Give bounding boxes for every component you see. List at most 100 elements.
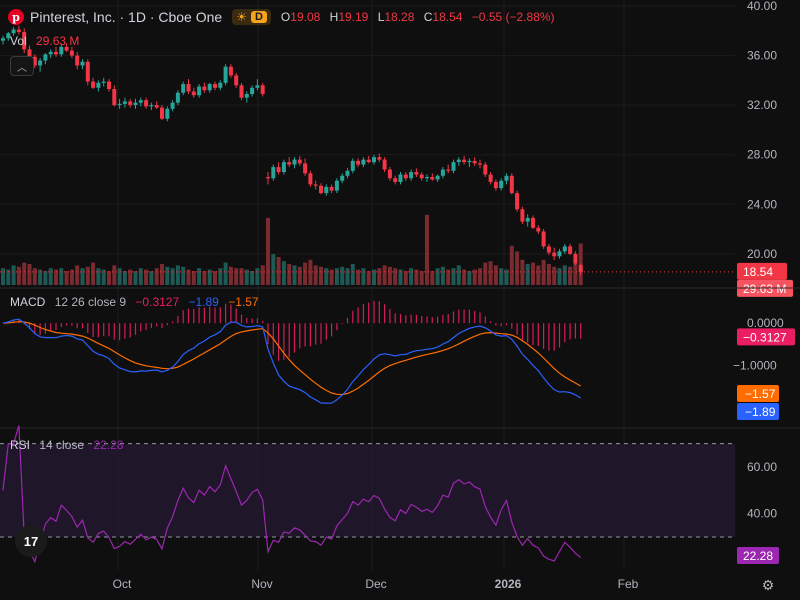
volume-bar — [64, 271, 69, 285]
candle-body — [128, 101, 133, 106]
volume-bar — [234, 268, 239, 285]
candle-body — [552, 252, 557, 257]
volume-bar — [281, 261, 286, 285]
candle-body — [340, 175, 345, 181]
candle-body — [154, 105, 159, 108]
time-axis-tick: 2026 — [495, 577, 522, 591]
candle-body — [223, 66, 228, 83]
volume-bar — [186, 269, 191, 285]
candle-body — [483, 164, 488, 175]
candle-body — [101, 81, 106, 83]
rsi-line — [2, 425, 582, 564]
volume-bar — [250, 271, 255, 285]
volume-bar — [292, 265, 297, 285]
candle-body — [409, 172, 414, 179]
market-session-badge[interactable]: ☀ D — [232, 9, 271, 25]
candle-body — [329, 186, 334, 191]
candle-body — [276, 167, 281, 173]
rsi-legend[interactable]: RSI 14 close 22.28 — [10, 438, 124, 452]
candle-body — [446, 169, 451, 171]
candle-body — [387, 169, 392, 179]
candle-body — [271, 167, 276, 179]
candle-body — [546, 246, 551, 253]
volume-bar — [552, 266, 557, 285]
volume-bar — [228, 266, 233, 285]
candle-body — [64, 46, 69, 51]
volume-bar — [525, 264, 530, 285]
volume-bar — [80, 268, 85, 285]
volume-bar — [175, 265, 180, 285]
candle-body — [531, 217, 535, 228]
macd-signal-label: −1.57 — [745, 387, 776, 401]
candle-body — [499, 180, 504, 189]
volume-bar — [207, 269, 212, 285]
volume-bar — [568, 266, 573, 285]
volume-bar — [541, 259, 546, 285]
volume-bar — [276, 257, 281, 285]
macd-legend[interactable]: MACD 12 26 close 9 −0.3127 −1.89 −1.57 — [10, 295, 259, 309]
collapse-legend-chevron-icon[interactable]: ︿ — [10, 56, 34, 76]
candle-body — [493, 181, 498, 189]
candle-body — [361, 159, 366, 165]
candle-body — [255, 85, 260, 88]
macd-axis-tick: −1.0000 — [733, 358, 777, 372]
volume-bar — [467, 271, 472, 285]
volume-bar — [350, 264, 355, 285]
volume-bar — [478, 268, 482, 285]
volume-value: 29.63 M — [36, 34, 80, 48]
tradingview-logo-icon[interactable]: 17 — [15, 525, 47, 557]
candle-body — [573, 253, 578, 264]
candle-body — [504, 175, 509, 181]
symbol-title[interactable]: Pinterest, Inc. · 1D · Cboe One — [30, 9, 223, 25]
gear-icon[interactable]: ⚙ — [761, 577, 775, 593]
macd-line — [2, 318, 582, 404]
candle-body — [557, 251, 562, 257]
pinterest-logo-icon: p — [8, 9, 24, 25]
volume-bar — [313, 265, 318, 285]
volume-bar — [1, 268, 5, 285]
volume-bar — [122, 271, 127, 285]
volume-bar — [504, 269, 509, 285]
volume-bar — [462, 269, 467, 285]
volume-bar — [573, 264, 578, 285]
candle-body — [75, 55, 80, 66]
candle-body — [292, 159, 297, 165]
volume-bar — [191, 271, 196, 285]
last-price-tag — [737, 262, 787, 280]
candle-body — [144, 100, 149, 107]
macd-signal-tag — [737, 385, 779, 402]
candle-body — [472, 160, 477, 164]
volume-bar — [488, 261, 493, 285]
candle-body — [260, 85, 265, 94]
volume-bar — [435, 268, 440, 285]
volume-bar — [377, 268, 382, 285]
candle-body — [308, 173, 313, 185]
candle-body — [509, 175, 514, 194]
candle-body — [27, 49, 32, 57]
macd-line-tag — [737, 403, 779, 420]
candle-body — [80, 61, 85, 66]
price-axis-tick: 40.00 — [747, 0, 777, 13]
volume-bar — [366, 271, 371, 285]
volume-bar — [361, 268, 366, 285]
volume-bar — [202, 271, 207, 285]
volume-legend: Vol 29.63 M — [10, 34, 79, 48]
candle-body — [536, 227, 541, 232]
candle-body — [59, 46, 64, 55]
candle-body — [250, 87, 255, 94]
price-axis-tick: 24.00 — [747, 197, 777, 211]
volume-bar — [557, 268, 562, 285]
volume-bar — [472, 269, 477, 285]
volume-bar — [372, 269, 376, 285]
volume-bar — [244, 269, 249, 285]
volume-bar — [27, 264, 32, 285]
volume-bar — [562, 265, 567, 285]
candle-body — [281, 162, 286, 173]
price-axis-tick: 32.00 — [747, 98, 777, 112]
time-axis-tick: Feb — [618, 577, 639, 591]
candle-body — [91, 81, 96, 88]
volume-bar — [446, 269, 451, 285]
volume-bar — [149, 271, 154, 285]
candle-body — [48, 51, 53, 55]
